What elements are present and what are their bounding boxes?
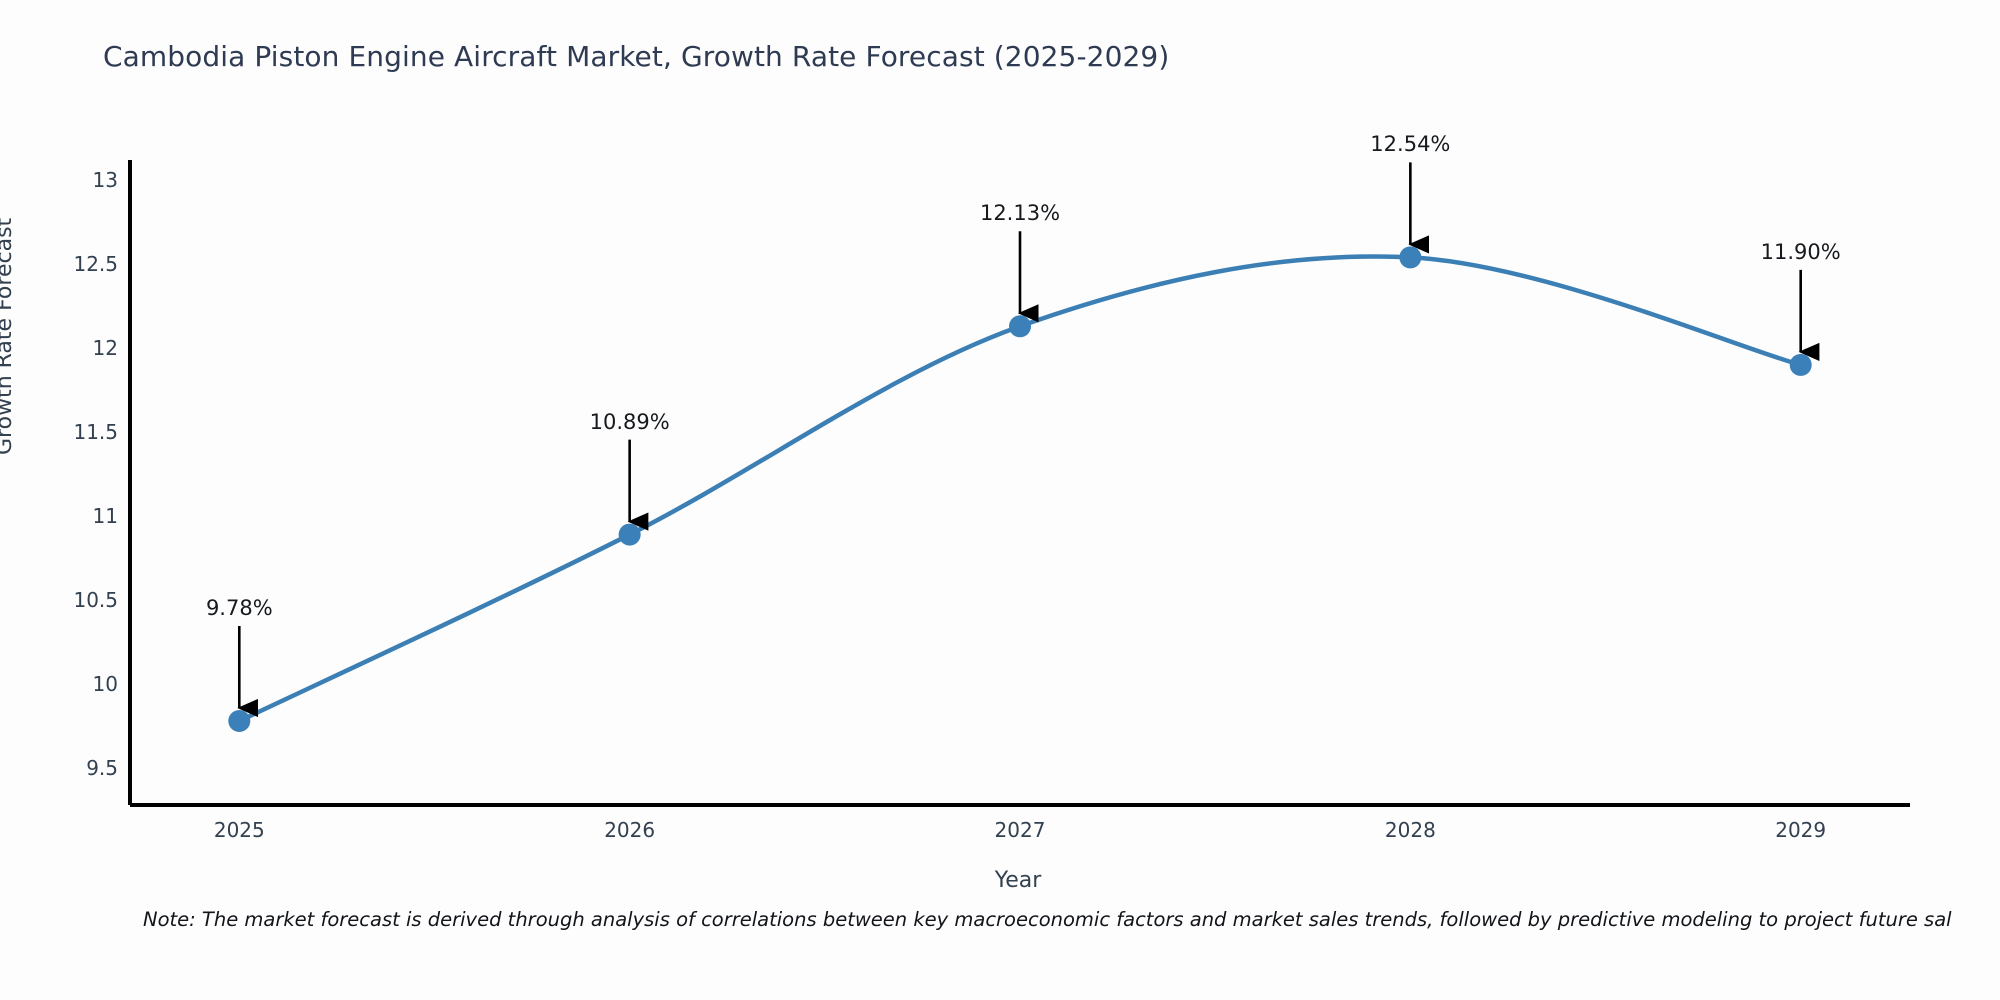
y-tick-label: 11.5	[73, 420, 118, 445]
data-point-marker[interactable]	[1009, 315, 1031, 338]
data-point-markers	[228, 246, 1812, 733]
data-point-marker[interactable]	[1399, 246, 1422, 269]
data-point-value-label: 12.54%	[1370, 132, 1451, 157]
x-tick-label: 2029	[1775, 818, 1827, 842]
annotation-arrows	[237, 162, 1820, 718]
y-tick-label: 10	[92, 672, 118, 697]
data-point-value-label: 10.89%	[589, 409, 670, 434]
x-axis-label: Year	[994, 868, 1042, 893]
data-point-value-label: 11.90%	[1760, 239, 1841, 264]
data-point-value-label: 12.13%	[979, 201, 1061, 226]
x-tick-label: 2026	[604, 818, 656, 842]
y-tick-label: 12	[92, 336, 118, 361]
x-tick-label: 2027	[994, 818, 1046, 842]
data-point-value-label: 9.78%	[205, 596, 273, 621]
y-tick-label: 11	[92, 504, 118, 529]
x-tick-label: 2025	[213, 818, 265, 842]
data-point-marker[interactable]	[228, 710, 251, 733]
data-point-marker[interactable]	[618, 523, 641, 546]
chart-title: Cambodia Piston Engine Aircraft Market, …	[103, 40, 1170, 73]
chart-footnote: Note: The market forecast is derived thr…	[143, 908, 1952, 931]
y-tick-label: 10.5	[73, 588, 118, 613]
data-point-marker[interactable]	[1789, 353, 1812, 376]
x-tick-label: 2028	[1384, 818, 1436, 842]
y-tick-label: 9.5	[86, 756, 118, 781]
y-tick-label: 12.5	[73, 252, 118, 277]
y-tick-label: 13	[92, 168, 118, 193]
